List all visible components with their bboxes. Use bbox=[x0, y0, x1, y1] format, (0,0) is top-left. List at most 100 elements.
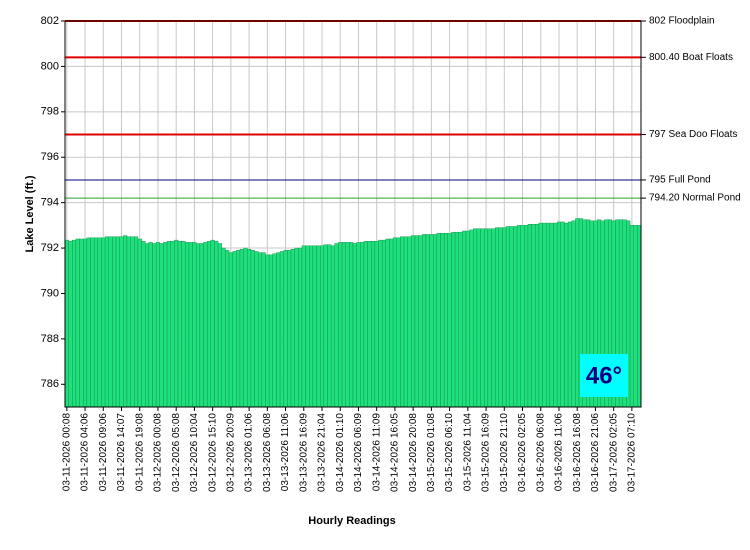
bar bbox=[381, 239, 387, 408]
bar bbox=[513, 226, 518, 408]
bar bbox=[498, 227, 503, 408]
x-tick-label: 03-11-2026 09:06 bbox=[98, 413, 109, 492]
x-tick-label: 03-12-2026 20:09 bbox=[226, 413, 237, 492]
bar bbox=[217, 243, 222, 408]
bar bbox=[345, 242, 350, 408]
bar bbox=[101, 237, 106, 408]
bar bbox=[283, 250, 288, 408]
bar bbox=[196, 243, 201, 408]
y-tick-label: 802 bbox=[41, 15, 59, 27]
bar bbox=[403, 236, 408, 408]
x-tick-label: 03-12-2026 10:04 bbox=[189, 413, 200, 492]
bar bbox=[637, 225, 642, 408]
bar bbox=[294, 247, 299, 408]
bar bbox=[505, 226, 510, 408]
bar bbox=[130, 236, 135, 408]
bar bbox=[338, 242, 343, 408]
bar bbox=[411, 235, 416, 408]
bar bbox=[491, 228, 496, 408]
bar bbox=[228, 252, 233, 408]
bar bbox=[407, 236, 412, 408]
bar bbox=[75, 238, 80, 408]
bar bbox=[542, 222, 547, 408]
bar bbox=[538, 222, 543, 408]
bar bbox=[192, 242, 197, 408]
bar bbox=[422, 234, 427, 408]
bar bbox=[276, 252, 281, 408]
bar bbox=[549, 222, 554, 408]
bar bbox=[206, 241, 212, 408]
bar bbox=[484, 228, 489, 408]
bar bbox=[527, 224, 532, 408]
bar bbox=[72, 239, 77, 408]
bar bbox=[64, 239, 69, 408]
bar bbox=[174, 239, 179, 408]
x-tick-label: 03-16-2026 21:06 bbox=[590, 413, 601, 492]
bar bbox=[330, 245, 335, 408]
bar bbox=[458, 231, 463, 408]
bar bbox=[90, 237, 95, 408]
bar bbox=[462, 230, 467, 408]
bar bbox=[104, 236, 109, 408]
bar bbox=[185, 242, 190, 408]
x-tick-label: 03-15-2026 01:08 bbox=[426, 413, 437, 492]
bar bbox=[487, 228, 492, 408]
bar bbox=[633, 225, 638, 408]
bar bbox=[312, 245, 317, 408]
bar bbox=[494, 227, 500, 408]
bar bbox=[141, 241, 146, 408]
x-tick-label: 03-13-2026 06:08 bbox=[262, 413, 273, 492]
reference-label: 797 Sea Doo Floats bbox=[649, 129, 737, 140]
bar bbox=[145, 243, 150, 408]
y-tick-label: 786 bbox=[41, 378, 59, 390]
reference-label: 802 Floodplain bbox=[649, 16, 715, 27]
x-tick-label: 03-16-2026 06:08 bbox=[535, 413, 546, 492]
bar bbox=[371, 241, 376, 408]
bar bbox=[152, 243, 157, 408]
bar bbox=[349, 242, 354, 408]
bar bbox=[575, 218, 580, 408]
x-tick-label: 03-13-2026 21:04 bbox=[317, 413, 328, 492]
bar bbox=[188, 242, 193, 408]
bar bbox=[86, 237, 91, 408]
x-tick-label: 03-13-2026 16:09 bbox=[298, 413, 309, 492]
bar bbox=[177, 241, 182, 408]
bar bbox=[137, 238, 142, 408]
x-tick-label: 03-16-2026 11:06 bbox=[554, 413, 565, 492]
bar bbox=[392, 237, 397, 408]
reference-label: 794.20 Normal Pond bbox=[649, 193, 741, 204]
bar bbox=[123, 235, 128, 408]
y-tick-label: 792 bbox=[41, 242, 59, 254]
bar bbox=[535, 224, 540, 408]
x-tick-label: 03-13-2026 11:06 bbox=[280, 413, 291, 492]
bar bbox=[236, 250, 241, 408]
x-tick-label: 03-11-2026 14:07 bbox=[116, 413, 127, 492]
bar bbox=[250, 250, 255, 408]
bar bbox=[112, 236, 117, 408]
bar bbox=[261, 252, 266, 408]
bar bbox=[181, 241, 186, 408]
bar bbox=[203, 242, 208, 408]
bar bbox=[356, 242, 361, 408]
bar bbox=[258, 252, 263, 408]
bar bbox=[134, 236, 139, 408]
bar bbox=[309, 245, 314, 408]
bar bbox=[305, 245, 310, 408]
x-tick-label: 03-12-2026 15:10 bbox=[207, 413, 218, 492]
bar bbox=[68, 241, 73, 408]
bar bbox=[221, 247, 226, 408]
bar bbox=[323, 244, 328, 408]
y-tick-label: 796 bbox=[41, 151, 59, 163]
temperature-badge: 46° bbox=[586, 362, 622, 389]
bar bbox=[268, 254, 273, 408]
plot-border bbox=[64, 20, 642, 408]
bar bbox=[418, 235, 423, 408]
bar bbox=[524, 225, 529, 408]
bar bbox=[126, 236, 131, 408]
y-tick-label: 798 bbox=[41, 106, 59, 118]
bar bbox=[465, 230, 470, 408]
bar bbox=[243, 247, 248, 408]
bar bbox=[553, 222, 558, 408]
